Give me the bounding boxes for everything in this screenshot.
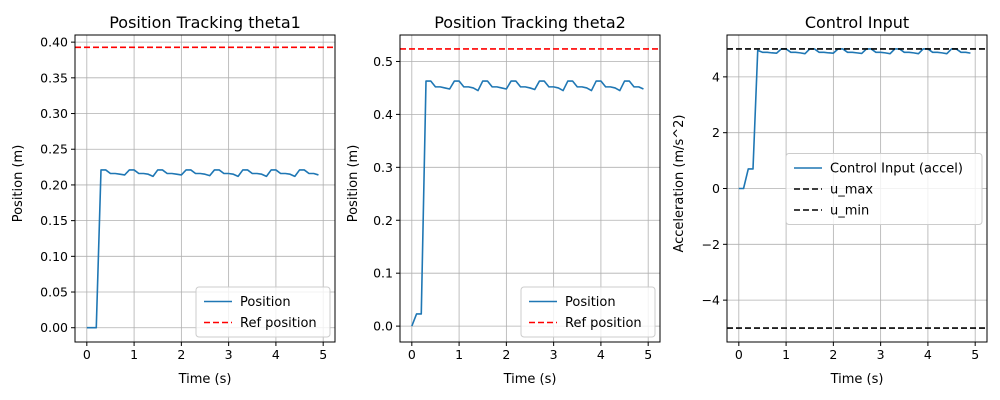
x-tick-label: 0 [83,347,91,362]
y-tick-label: 0.10 [40,249,68,264]
chart-1: 0 1 2 3 4 5 0.00 0.05 0.10 0.15 0.20 0.25 0.30 0.35 0.… [11,13,336,387]
x-tick-label: 3 [550,347,558,362]
x-tick-label: 2 [829,347,837,362]
y-tick-label: 2 [712,125,720,140]
legend: Control Input (accel) u_max u_min [785,153,983,225]
legend-entry: Ref position [240,316,317,331]
chart-2: 0 1 2 3 4 5 0.0 0.1 0.2 0.3 0.4 0.5 Position Trackin… [346,13,661,387]
y-tick-label: 0.4 [373,107,393,122]
y-tick-label: 0 [712,181,720,196]
chart-title: Position Tracking theta1 [109,13,301,32]
axes-frame [74,34,336,343]
y-tick-label: 0.05 [40,285,68,300]
y-tick-label: 0.15 [40,213,68,228]
chart-title: Position Tracking theta2 [434,13,626,32]
x-tick-label: 4 [597,347,605,362]
x-axis-label: Time (s) [503,372,557,387]
y-tick-label: −4 [702,293,720,308]
legend-entry: Position [565,295,616,310]
x-axis-label: Time (s) [830,372,884,387]
legend-box [785,153,983,225]
y-tick-label: 0.25 [40,142,68,157]
legend-entry: Control Input (accel) [830,162,963,177]
y-axis-label: Acceleration (m/s^2) [672,114,687,252]
y-tick-label: 0.00 [40,320,68,335]
y-tick-label: 0.5 [373,54,393,69]
chart-title: Control Input [805,13,909,32]
y-tick-label: 0.30 [40,106,68,121]
legend-box [520,286,656,338]
y-tick-label: 0.0 [373,319,393,334]
y-axis-label: Position (m) [346,145,361,223]
x-tick-label: 4 [924,347,932,362]
x-tick-label: 0 [408,347,416,362]
x-tick-label: 0 [735,347,743,362]
legend-entry: Ref position [565,316,642,331]
legend: Position Ref position [195,286,331,338]
x-tick-label: 3 [877,347,885,362]
plot-area [75,46,335,329]
y-tick-label: 0.20 [40,177,68,192]
x-tick-label: 1 [782,347,790,362]
series-line-0 [411,80,644,327]
y-tick-label: 0.40 [40,35,68,50]
x-tick-label: 3 [225,347,233,362]
legend-entry: u_min [830,204,869,219]
x-tick-label: 1 [455,347,463,362]
x-axis-label: Time (s) [178,372,232,387]
x-tick-label: 5 [644,347,652,362]
legend: Position Ref position [520,286,656,338]
legend-entry: u_max [830,183,873,198]
series-line-0 [738,48,971,190]
plot-area [400,48,660,327]
legend-entry: Position [240,295,291,310]
grid [75,35,335,342]
y-tick-label: 0.35 [40,70,68,85]
y-tick-label: 0.3 [373,160,393,175]
chart-3: 0 1 2 3 4 5 −4 −2 0 2 4 Control Input Time (s) Accele… [672,13,988,387]
y-tick-label: 4 [712,69,720,84]
axes-frame [399,34,661,343]
x-tick-label: 2 [177,347,185,362]
y-tick-label: −2 [702,237,720,252]
x-tick-label: 1 [130,347,138,362]
x-tick-label: 4 [272,347,280,362]
x-tick-label: 5 [971,347,979,362]
plot-area [727,48,987,329]
x-tick-label: 5 [319,347,327,362]
y-tick-label: 0.2 [373,213,393,228]
x-tick-label: 2 [502,347,510,362]
y-axis-label: Position (m) [11,145,26,223]
y-tick-label: 0.1 [373,266,393,281]
legend-box [195,286,331,338]
series-line-0 [86,169,319,329]
